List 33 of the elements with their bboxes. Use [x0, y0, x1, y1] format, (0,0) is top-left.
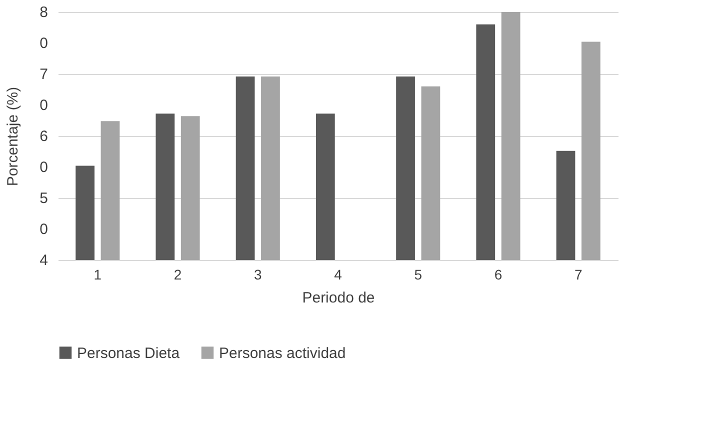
text: 8 [40, 4, 48, 21]
bar [421, 86, 440, 260]
y-axis-title: Porcentaje (%) [4, 86, 22, 186]
x-tick-label: 4 [334, 266, 342, 282]
x-tick-label: 7 [574, 266, 582, 282]
x-tick-label: 5 [414, 266, 422, 282]
x-tick-label: 2 [174, 266, 182, 282]
text: 4 [40, 252, 48, 269]
text: 0 [40, 159, 48, 176]
x-tick-label: 3 [254, 266, 262, 282]
text: 6 [40, 128, 48, 145]
text: 5 [40, 190, 48, 207]
bar [581, 42, 600, 260]
x-tick-label: 6 [494, 266, 502, 282]
text: 0 [40, 35, 48, 52]
bar [236, 76, 255, 260]
text: 0 [40, 221, 48, 238]
legend-label: Personas actividad [219, 344, 346, 362]
bar [156, 114, 175, 260]
x-tick-label: 1 [94, 266, 102, 282]
text: 0 [40, 97, 48, 114]
bar [100, 121, 120, 260]
x-axis-title: Periodo de [302, 290, 375, 306]
legend-label: Personas Dieta [77, 344, 180, 362]
bar [316, 114, 335, 260]
bar [180, 116, 200, 260]
text: 7 [40, 66, 48, 83]
bar [556, 150, 576, 260]
bar [501, 12, 520, 260]
bar [76, 166, 95, 260]
bar [476, 24, 496, 260]
bar [396, 76, 415, 260]
bar [261, 76, 280, 260]
